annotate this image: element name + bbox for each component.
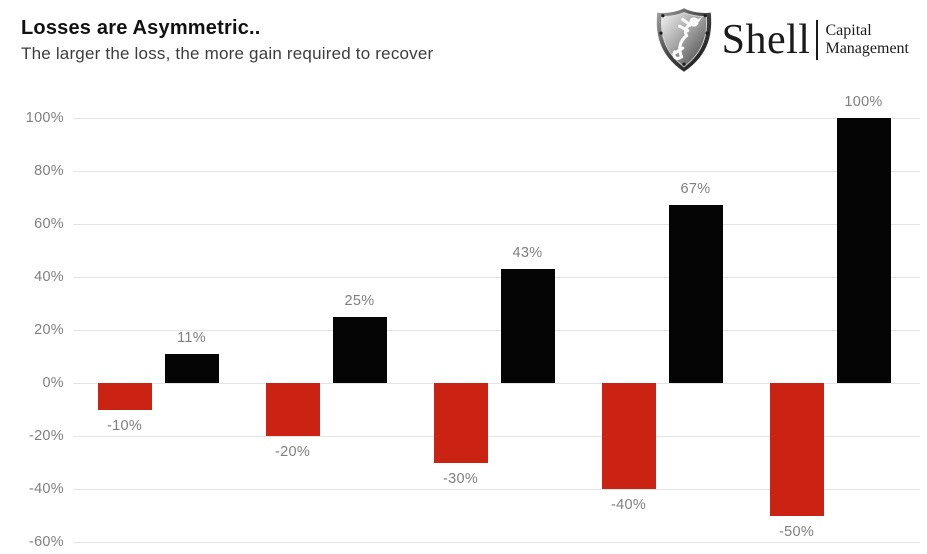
loss-bar-label: -50% [778, 523, 815, 540]
y-gridline [73, 223, 920, 225]
y-tick-label: -40% [28, 481, 64, 497]
gain-bar-label: 11% [177, 329, 206, 346]
chart-subtitle: The larger the loss, the more gain requi… [21, 44, 434, 63]
y-tick-label: 60% [34, 216, 64, 232]
y-tick-label: 40% [34, 269, 64, 285]
gain-bar-label: 100% [844, 94, 883, 110]
logo-brand-text: Shell [721, 17, 811, 63]
y-tick-label: 80% [34, 163, 64, 179]
loss-bar [601, 383, 656, 489]
y-gridline [73, 435, 920, 437]
loss-bar-label: -10% [106, 417, 143, 434]
gain-bar-label: 25% [344, 292, 375, 309]
gain-bar-label: 67% [680, 181, 711, 198]
loss-bar [97, 383, 152, 410]
gain-bar-label: 43% [512, 245, 543, 262]
logo-tagline-line1: Capital [825, 22, 872, 40]
y-tick-label: 100% [25, 110, 64, 126]
y-gridline [73, 541, 920, 543]
logo-divider [816, 20, 819, 60]
gain-bar [836, 118, 891, 383]
y-tick-label: -60% [28, 534, 64, 550]
gain-bar [164, 353, 219, 383]
loss-bar [265, 383, 320, 436]
gain-bar [500, 269, 555, 383]
shield-lion-icon [656, 8, 711, 72]
y-gridline [73, 329, 920, 331]
loss-bar [433, 383, 488, 463]
y-gridline [73, 276, 920, 278]
y-tick-label: 0% [42, 375, 64, 391]
gain-bar [668, 205, 723, 383]
y-tick-label: -20% [28, 428, 64, 444]
y-gridline [73, 488, 920, 490]
y-gridline [73, 382, 920, 384]
loss-bar-label: -30% [442, 470, 479, 487]
y-gridline [73, 117, 920, 119]
company-logo: Shell Capital Management [652, 6, 909, 74]
gain-bar [332, 316, 387, 383]
logo-tagline: Capital Management [825, 22, 909, 58]
loss-bar [769, 383, 824, 516]
y-tick-label: 20% [34, 322, 64, 338]
chart-title: Losses are Asymmetric.. [21, 17, 261, 39]
y-gridline [73, 170, 920, 172]
loss-bar-label: -20% [274, 444, 311, 460]
loss-bar-label: -40% [610, 497, 647, 513]
logo-tagline-line2: Management [825, 40, 909, 57]
